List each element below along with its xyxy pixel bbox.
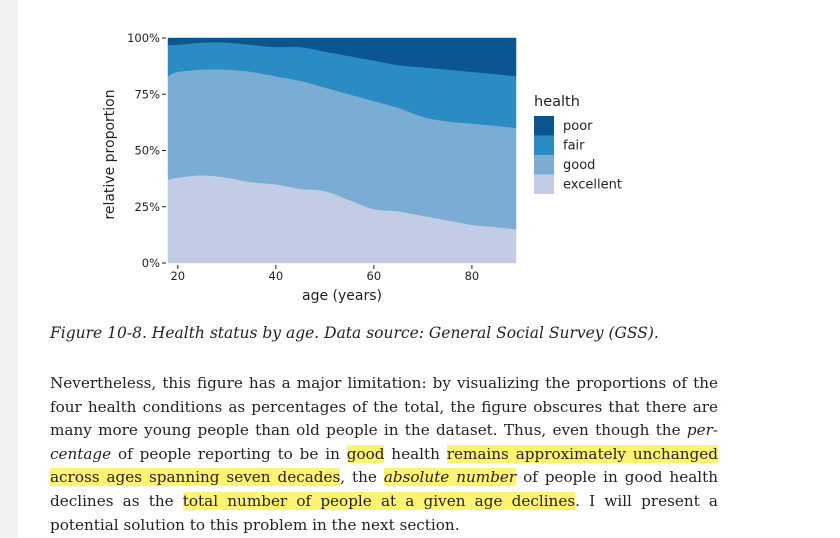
area-poor <box>167 37 517 77</box>
paragraph-text: of people reporting to be in <box>111 444 347 463</box>
x-tick-label: 20 <box>170 269 185 283</box>
paragraph-text: , the <box>340 468 384 487</box>
chart-legend: health poor fair good excellent <box>534 94 622 194</box>
legend-swatch-good <box>534 155 554 175</box>
chart-areas <box>167 37 517 264</box>
figure-caption: Figure 10-8. Health status by age. Data … <box>50 324 659 342</box>
x-tick-label: 40 <box>269 269 284 283</box>
legend-label-excellent: excellent <box>563 178 622 193</box>
legend-swatch-excellent <box>534 174 554 194</box>
paragraph-text: . I will present a potential solution to… <box>50 491 718 534</box>
chart-axes: 0% 25% 50% 75% 100% 20 40 60 80 age (years) relati… <box>102 31 479 304</box>
y-tick-label: 75% <box>134 87 160 101</box>
legend-label-fair: fair <box>563 139 585 154</box>
x-tick-label: 80 <box>465 269 480 283</box>
body-paragraph: Nevertheless, this figure has a major li… <box>50 372 718 537</box>
highlight: total number of people at a given age de… <box>182 491 576 510</box>
page-left-margin <box>0 0 18 538</box>
paragraph-text: of people in good health declines as the <box>50 468 718 510</box>
paragraph-emphasis: per­centage <box>50 421 718 463</box>
x-axis-title: age (years) <box>302 288 382 304</box>
y-tick-label: 50% <box>134 144 160 158</box>
y-tick-label: 25% <box>134 200 160 214</box>
chart-svg: 0% 25% 50% 75% 100% 20 40 60 80 age (years) relati… <box>102 31 622 304</box>
y-axis-title: relative proportion <box>102 89 118 219</box>
y-tick-label: 0% <box>142 256 160 270</box>
legend-label-poor: poor <box>563 119 593 134</box>
legend-label-good: good <box>563 158 595 173</box>
legend-swatch-poor <box>534 116 554 136</box>
health-area-chart: 0% 25% 50% 75% 100% 20 40 60 80 age (years) relati… <box>60 20 660 320</box>
legend-swatch-fair <box>534 135 554 155</box>
x-tick-label: 60 <box>367 269 382 283</box>
paragraph-text: Nevertheless, this figure has a major li… <box>50 374 718 440</box>
paragraph-text: health <box>384 444 447 463</box>
highlight-emphasis: absolute number <box>383 468 517 487</box>
highlight: good <box>346 444 385 463</box>
y-tick-label: 100% <box>127 31 160 45</box>
legend-title: health <box>534 94 580 110</box>
